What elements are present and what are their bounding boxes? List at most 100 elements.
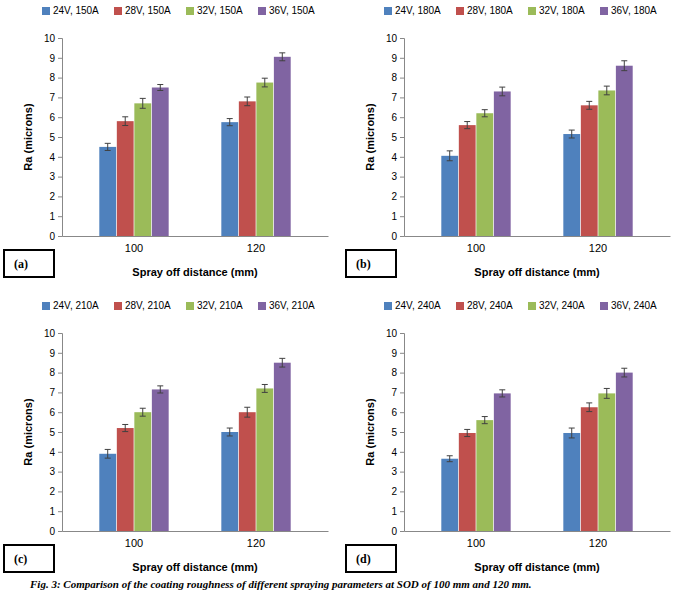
tick-mark [400, 452, 404, 453]
error-bar-line [449, 151, 450, 161]
bar [616, 373, 633, 531]
tick-label: 100 [467, 537, 485, 549]
error-bar [569, 130, 575, 138]
axis-line [400, 334, 405, 532]
tick-mark [400, 412, 404, 413]
error-bar-cap [569, 428, 575, 429]
error-bar [122, 117, 128, 126]
error-bar [447, 151, 453, 161]
y-axis-title: Ra (microns) [364, 103, 376, 171]
tick-mark [400, 333, 404, 334]
error-bar [604, 86, 610, 95]
error-bar-line [571, 428, 572, 438]
panel: 012345678910100120Spray off distance (mm… [346, 5, 671, 278]
tick-label: 120 [589, 537, 607, 549]
legend-item: 28V, 240A [456, 300, 513, 311]
tick-label: 5 [49, 132, 55, 143]
series [152, 53, 291, 236]
error-bar [140, 408, 146, 416]
tick-mark [58, 78, 62, 79]
legend-label: 24V, 210A [53, 300, 99, 311]
tick: 7 [49, 92, 62, 103]
figure: 012345678910100120Spray off distance (mm… [0, 0, 684, 596]
error-bar-cap [569, 130, 575, 131]
bar [99, 147, 116, 236]
legend-item: 24V, 180A [384, 5, 441, 16]
bar [598, 90, 615, 236]
series [494, 368, 633, 531]
bar [256, 83, 273, 236]
y-axis: 012345678910 [386, 328, 405, 537]
tick: 2 [49, 486, 62, 497]
tick-label: 0 [49, 231, 55, 242]
error-bar-cap [105, 150, 111, 151]
tick-mark [400, 531, 404, 532]
error-bar-cap [105, 449, 111, 450]
legend-label: 32V, 180A [539, 5, 585, 16]
error-bar-cap [499, 389, 505, 390]
panel-label: (a) [4, 250, 54, 277]
error-bar-cap [447, 160, 453, 161]
error-bar [262, 384, 268, 392]
error-bar-cap [227, 435, 233, 436]
error-bar-cap [244, 407, 250, 408]
error-bar-line [449, 456, 450, 462]
tick-mark [400, 432, 404, 433]
legend-swatch [42, 7, 50, 15]
tick-label: 4 [391, 447, 397, 458]
tick-label: 4 [49, 152, 55, 163]
legend-swatch [114, 302, 122, 310]
error-bar-line [107, 143, 108, 150]
panel-label-text: (a) [14, 257, 28, 271]
bar [581, 407, 598, 531]
error-bar-line [606, 86, 607, 95]
tick: 3 [391, 466, 404, 477]
tick-label: 0 [49, 526, 55, 537]
series [134, 384, 273, 531]
plot-area [99, 53, 290, 236]
tick: 5 [391, 427, 404, 438]
legend-item: 36V, 240A [600, 300, 657, 311]
error-bar-cap [122, 431, 128, 432]
tick: 7 [391, 387, 404, 398]
tick: 0 [391, 526, 404, 537]
error-bar [447, 456, 453, 462]
tick: 1 [49, 506, 62, 517]
tick-mark [400, 117, 404, 118]
error-bar-cap [157, 84, 163, 85]
tick-mark [58, 452, 62, 453]
tick: 4 [49, 152, 62, 163]
tick-label: 9 [49, 348, 55, 359]
series [99, 428, 238, 531]
tick-label: 1 [49, 506, 55, 517]
legend-swatch [528, 302, 536, 310]
panel-label-box [4, 545, 54, 572]
error-bar-cap [604, 94, 610, 95]
legend-item: 28V, 150A [114, 5, 171, 16]
tick-label: 120 [589, 242, 607, 254]
error-bar [464, 122, 470, 129]
tick-mark [58, 177, 62, 178]
series [99, 119, 238, 236]
error-bar-cap [244, 417, 250, 418]
error-bar-line [484, 110, 485, 117]
error-bar-cap [140, 108, 146, 109]
tick: 9 [391, 348, 404, 359]
legend-item: 24V, 240A [384, 300, 441, 311]
axis-line [63, 531, 329, 532]
tick-label: 9 [391, 53, 397, 64]
legend-label: 36V, 210A [269, 300, 315, 311]
error-bar-cap [604, 388, 610, 389]
bar [221, 122, 238, 236]
tick-label: 1 [49, 211, 55, 222]
tick-label: 100 [125, 537, 143, 549]
tick-label: 8 [391, 72, 397, 83]
error-bar [482, 110, 488, 117]
tick: 3 [49, 171, 62, 182]
tick: 8 [49, 367, 62, 378]
tick: 4 [391, 447, 404, 458]
legend-label: 36V, 180A [611, 5, 657, 16]
error-bar-line [264, 78, 265, 87]
x-axis-title: Spray off distance (mm) [132, 561, 258, 573]
tick-label: 9 [391, 348, 397, 359]
